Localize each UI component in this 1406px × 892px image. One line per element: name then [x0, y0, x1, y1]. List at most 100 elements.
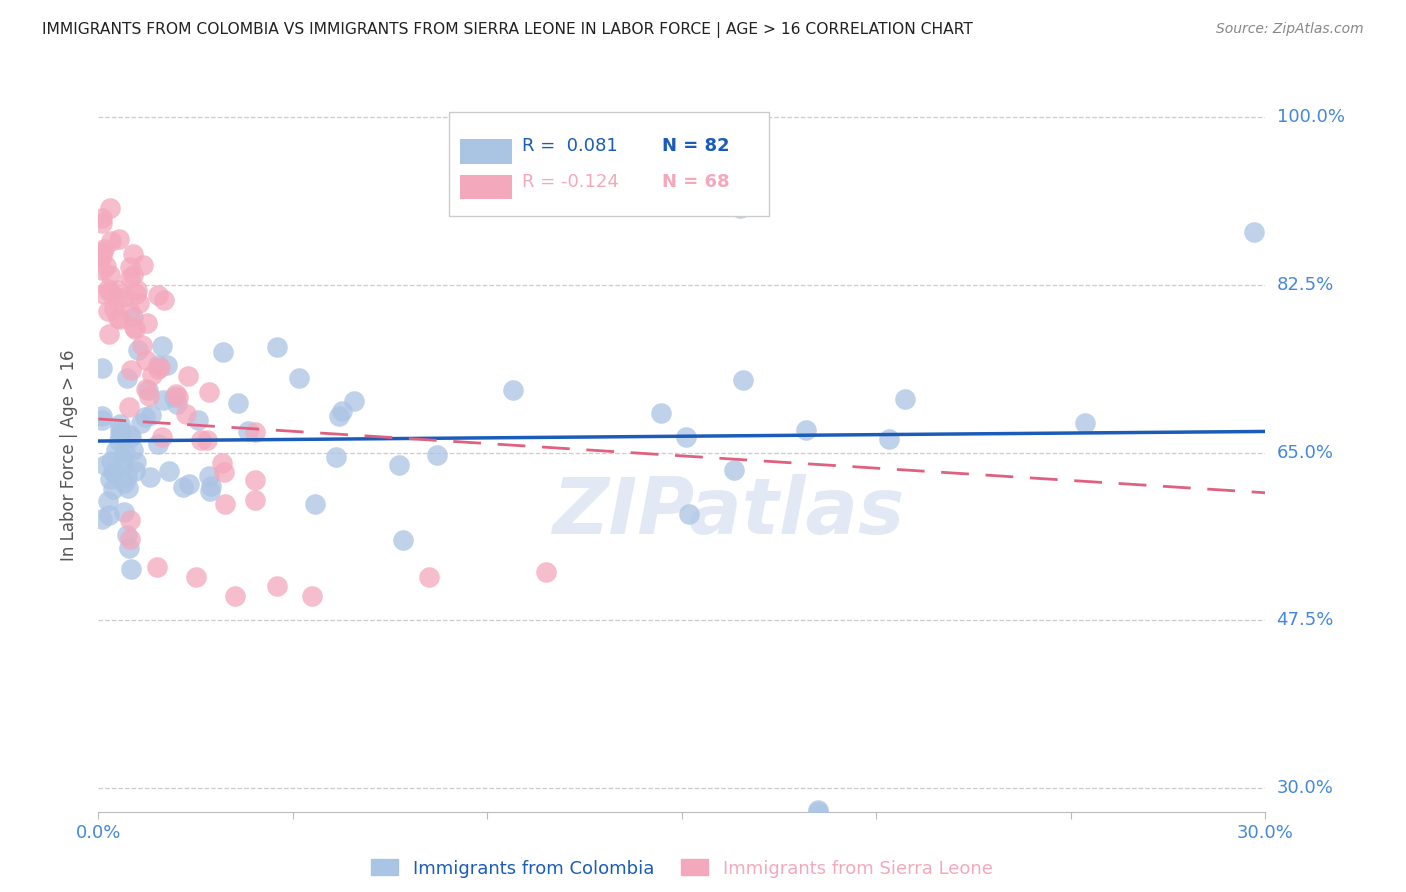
- Point: [172, 480, 194, 494]
- Point: [128, 296, 150, 310]
- Point: [98, 285, 121, 299]
- Point: [166, 397, 188, 411]
- Point: [120, 363, 142, 377]
- Point: [794, 423, 817, 437]
- Point: [153, 293, 176, 307]
- Point: [122, 268, 145, 283]
- Point: [328, 409, 350, 423]
- Point: [1073, 416, 1095, 430]
- Point: [198, 468, 221, 483]
- Point: [112, 505, 135, 519]
- Legend: Immigrants from Colombia, Immigrants from Sierra Leone: Immigrants from Colombia, Immigrants fro…: [364, 852, 1000, 885]
- Point: [131, 338, 153, 352]
- Text: 100.0%: 100.0%: [1277, 108, 1344, 127]
- Point: [103, 465, 125, 479]
- Point: [118, 400, 141, 414]
- Point: [118, 270, 141, 285]
- Point: [93, 242, 115, 256]
- Point: [1243, 225, 1265, 239]
- Text: 30.0%: 30.0%: [1277, 779, 1333, 797]
- Point: [100, 454, 122, 468]
- Text: R =  0.081: R = 0.081: [522, 137, 617, 155]
- Point: [243, 425, 266, 440]
- Point: [97, 494, 120, 508]
- Point: [132, 258, 155, 272]
- Point: [152, 393, 174, 408]
- Point: [122, 247, 145, 261]
- Point: [91, 409, 114, 423]
- Point: [187, 413, 209, 427]
- Point: [148, 359, 170, 373]
- Point: [675, 430, 697, 444]
- Point: [101, 465, 124, 479]
- Point: [807, 803, 830, 817]
- FancyBboxPatch shape: [460, 139, 512, 164]
- Point: [166, 390, 188, 404]
- Point: [157, 464, 180, 478]
- Point: [343, 393, 366, 408]
- Point: [418, 570, 440, 584]
- Point: [228, 396, 250, 410]
- Point: [894, 392, 917, 406]
- Point: [391, 533, 413, 548]
- Point: [107, 434, 129, 448]
- Point: [118, 532, 141, 546]
- Point: [125, 286, 148, 301]
- Point: [325, 450, 347, 464]
- Point: [304, 497, 326, 511]
- Point: [118, 428, 141, 442]
- Point: [177, 476, 200, 491]
- Point: [91, 211, 114, 226]
- Point: [138, 384, 160, 398]
- Point: [266, 579, 288, 593]
- Point: [108, 428, 131, 442]
- Point: [97, 283, 120, 297]
- Point: [112, 457, 135, 471]
- Point: [388, 458, 411, 472]
- Point: [91, 361, 114, 376]
- Point: [243, 473, 266, 487]
- Point: [120, 430, 142, 444]
- Point: [807, 805, 830, 819]
- Point: [212, 345, 235, 359]
- Point: [97, 303, 120, 318]
- Point: [224, 589, 246, 603]
- Point: [115, 528, 138, 542]
- Point: [184, 570, 207, 584]
- Text: ZIPatlas: ZIPatlas: [553, 474, 904, 550]
- Point: [135, 382, 157, 396]
- Text: N = 82: N = 82: [662, 137, 730, 155]
- Point: [107, 311, 129, 326]
- Point: [115, 371, 138, 385]
- Point: [100, 234, 122, 248]
- Point: [238, 424, 260, 438]
- Text: 47.5%: 47.5%: [1277, 611, 1334, 629]
- Point: [200, 483, 222, 498]
- Point: [105, 443, 128, 458]
- Point: [110, 426, 132, 441]
- Point: [502, 383, 524, 397]
- Point: [733, 373, 755, 387]
- Point: [108, 312, 131, 326]
- Point: [122, 320, 145, 334]
- Point: [118, 541, 141, 556]
- Point: [163, 390, 186, 404]
- Point: [118, 512, 141, 526]
- Point: [148, 362, 170, 376]
- Point: [243, 493, 266, 508]
- Point: [197, 385, 219, 400]
- Point: [150, 339, 173, 353]
- Point: [108, 232, 131, 246]
- Point: [120, 562, 142, 576]
- Point: [730, 201, 752, 215]
- Point: [650, 406, 672, 420]
- Point: [127, 343, 149, 358]
- Point: [108, 417, 131, 432]
- Point: [165, 387, 187, 401]
- Point: [134, 409, 156, 424]
- Point: [177, 369, 200, 384]
- Point: [91, 413, 114, 427]
- Point: [149, 360, 172, 375]
- Point: [120, 260, 142, 275]
- Point: [98, 508, 121, 522]
